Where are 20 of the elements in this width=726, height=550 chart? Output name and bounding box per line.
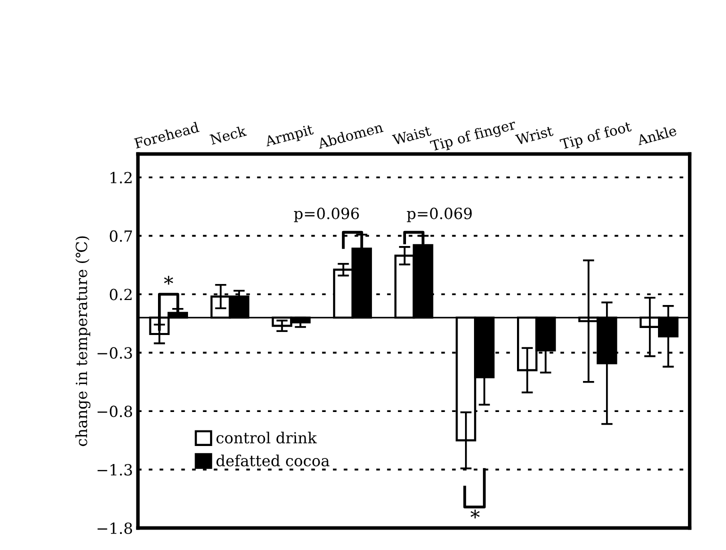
- annotation: *: [470, 510, 480, 518]
- x-tick-label: Waist: [392, 125, 432, 146]
- y-tick-label: −0.8: [98, 406, 132, 418]
- legend-label: defatted cocoa: [216, 454, 330, 466]
- x-tick-label: Ankle: [636, 124, 678, 146]
- y-tick-label: 0.7: [110, 230, 132, 242]
- y-axis-title: change in temperature (℃): [75, 236, 90, 446]
- annotation: p=0.069: [406, 208, 472, 222]
- annotation: *: [164, 276, 174, 285]
- y-tick-label: 0.2: [110, 288, 132, 300]
- y-tick-label: −0.3: [98, 347, 132, 359]
- legend-label: control drink: [216, 432, 317, 444]
- x-tick-label: Armpit: [264, 124, 315, 150]
- x-tick-label: Neck: [209, 125, 247, 145]
- y-tick-label: 1.2: [110, 172, 132, 184]
- x-tick-label: Tip of foot: [559, 120, 633, 152]
- annotation: p=0.096: [294, 208, 359, 222]
- x-tick-label: Wrist: [515, 125, 554, 146]
- y-tick-label: −1.8: [98, 522, 132, 534]
- y-tick-label: −1.3: [98, 464, 132, 476]
